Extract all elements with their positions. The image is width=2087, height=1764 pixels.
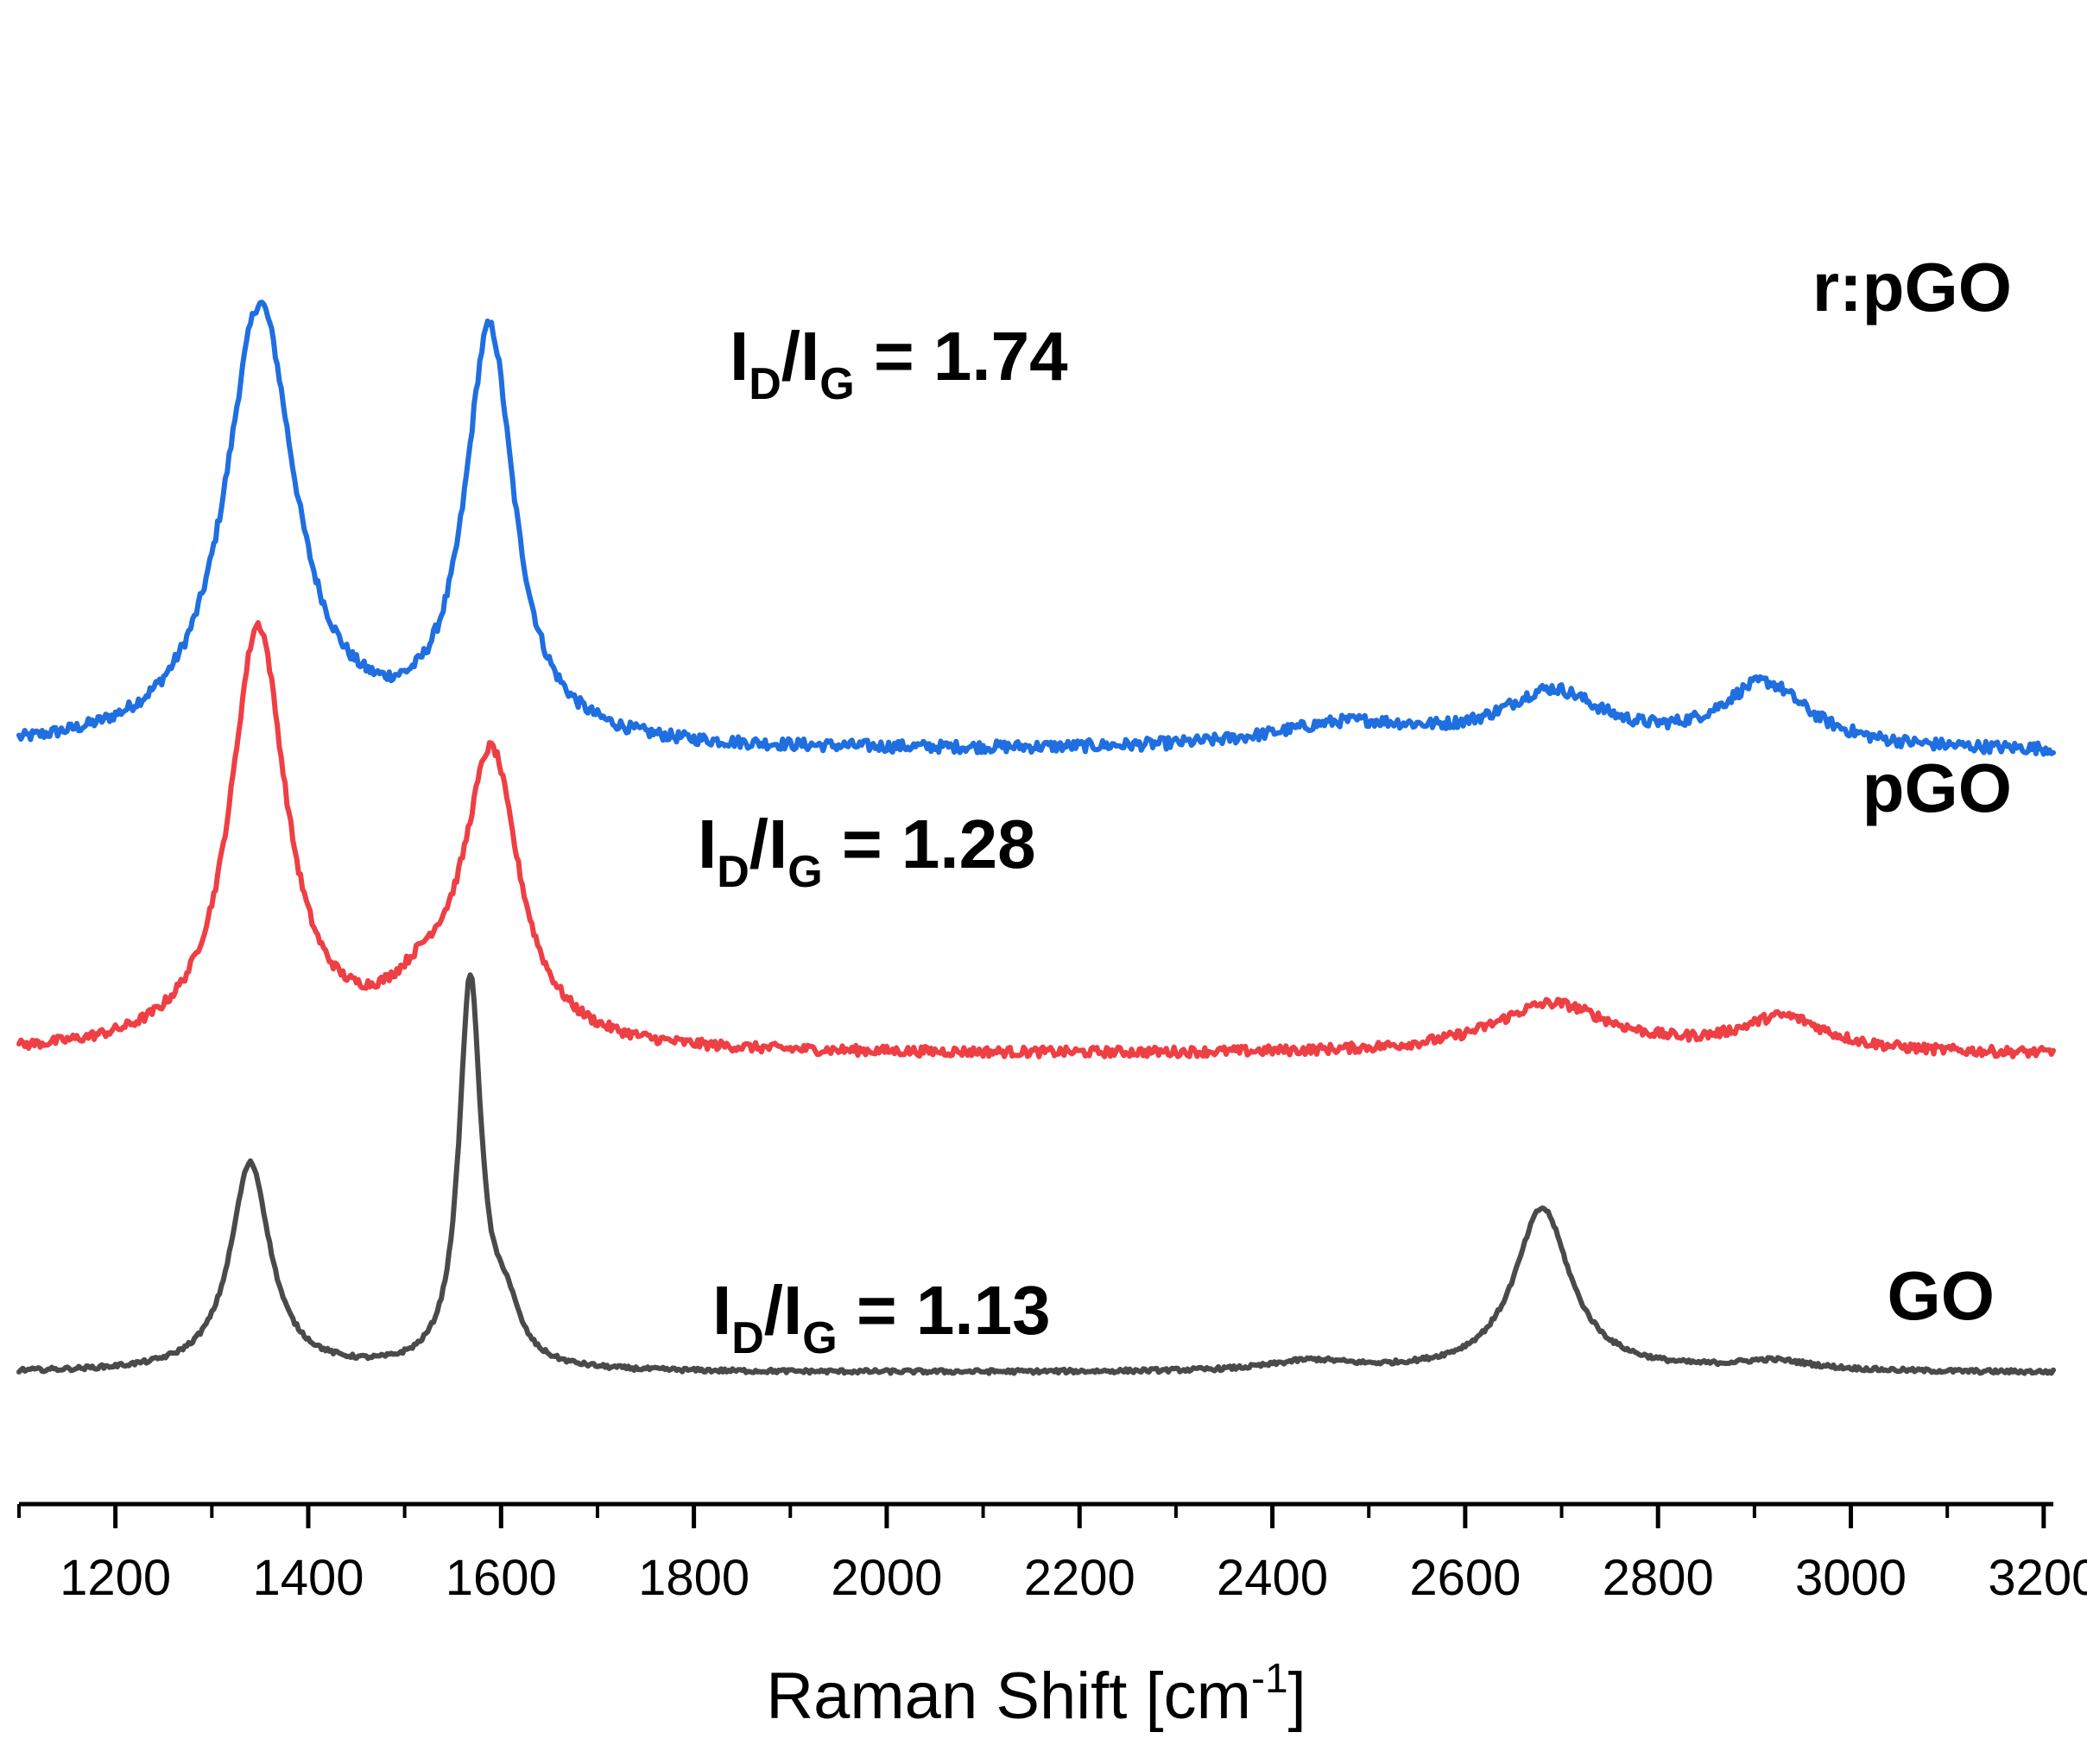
x-tick-label-2600: 2600 (1409, 1550, 1521, 1606)
x-tick-label-3200: 3200 (1988, 1550, 2087, 1606)
x-tick-label-1200: 1200 (60, 1550, 171, 1606)
x-ticks: 1200 1400 1600 1800 2000 2200 2400 2600 2800 3000… (17, 1504, 2087, 1606)
x-tick-label-1600: 1600 (446, 1550, 557, 1606)
x-tick-label-1400: 1400 (252, 1550, 364, 1606)
ratio-label-rpgo: ID/IG = 1.74 (730, 318, 1068, 409)
ratio-labels: ID/IG = 1.74 ID/IG = 1.28 ID/IG = 1.13 (698, 318, 1068, 1363)
x-tick-label-1800: 1800 (638, 1550, 749, 1606)
spectrum-line-go (16, 972, 2056, 1376)
x-tick-label-2000: 2000 (831, 1550, 942, 1606)
x-tick-label-2400: 2400 (1217, 1550, 1328, 1606)
ratio-label-go: ID/IG = 1.13 (712, 1272, 1051, 1363)
series-labels: r:pGO pGO GO (1812, 249, 2012, 1334)
ratio-label-pgo: ID/IG = 1.28 (698, 806, 1036, 897)
series-label-go: GO (1888, 1257, 1995, 1334)
spectrum-line-rpgo (16, 300, 2056, 757)
x-axis: 1200 1400 1600 1800 2000 2200 2400 2600 2800 3000… (17, 1502, 2087, 1606)
series-label-rpgo: r:pGO (1812, 249, 2012, 326)
series-label-pgo: pGO (1862, 749, 2012, 826)
spectra-layer (16, 300, 2056, 1376)
x-tick-label-2800: 2800 (1603, 1550, 1714, 1606)
x-tick-label-3000: 3000 (1795, 1550, 1907, 1606)
x-tick-label-2200: 2200 (1024, 1550, 1135, 1606)
spectrum-line-pgo (16, 620, 2056, 1059)
x-axis-title: Raman Shift [cm-1] (766, 1656, 1306, 1733)
